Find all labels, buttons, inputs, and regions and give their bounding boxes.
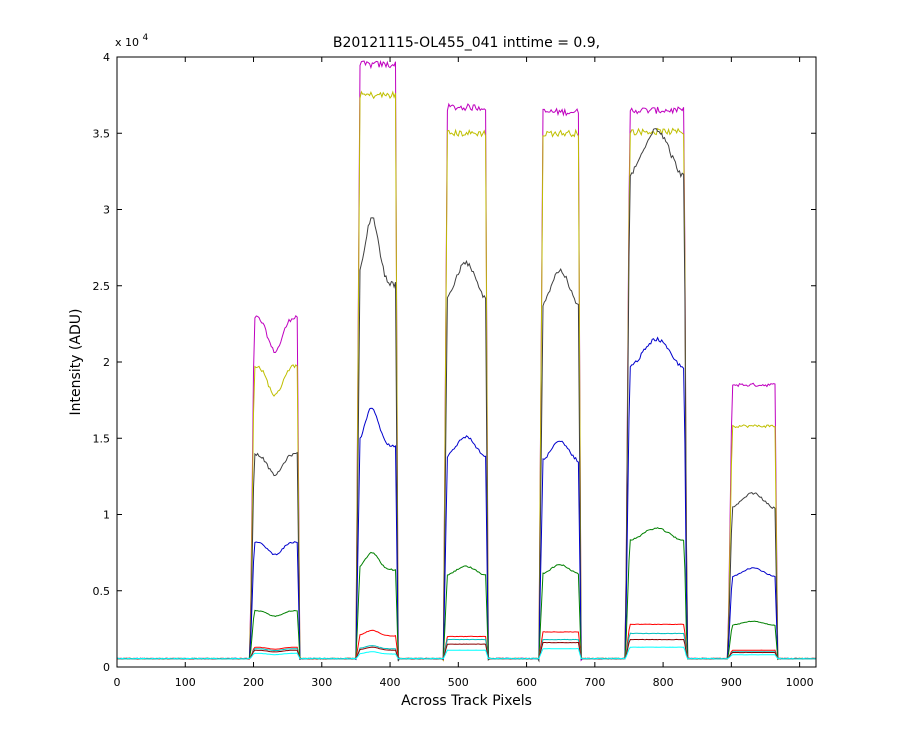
series-line (116, 128, 817, 663)
x-tick-label: 900 (721, 676, 742, 689)
series-line (116, 336, 817, 661)
y-axis-exponent-base: x 10 (115, 36, 139, 49)
x-tick-label: 700 (584, 676, 605, 689)
x-axis-label: Across Track Pixels (401, 693, 532, 709)
x-tick-label: 800 (653, 676, 674, 689)
x-tick-label: 100 (175, 676, 196, 689)
x-tick-label: 200 (243, 676, 264, 689)
series-line (117, 638, 816, 660)
y-tick-label: 2.5 (93, 280, 111, 293)
y-tick-label: 0.5 (93, 585, 111, 598)
x-tick-label: 1000 (786, 676, 814, 689)
y-tick-label: 1.5 (93, 432, 111, 445)
y-axis-exponent-power: 4 (143, 33, 149, 43)
y-axis-exponent: x 10 4 (115, 33, 149, 49)
x-tick-label: 600 (516, 676, 537, 689)
series-line (116, 646, 816, 660)
y-tick-label: 1 (103, 509, 110, 522)
x-tick-label: 0 (114, 676, 121, 689)
ticks-layer: 0 100 200 300 400 500 600 700 800 900 1000 0 0.5 1 1.5… (93, 51, 816, 689)
y-tick-label: 3.5 (93, 127, 111, 140)
y-axis-label: Intensity (ADU) (68, 309, 84, 416)
x-tick-label: 300 (311, 676, 332, 689)
series-line (116, 59, 817, 662)
series-line (116, 623, 817, 660)
y-tick-label: 0 (103, 661, 110, 674)
y-tick-label: 3 (103, 204, 110, 217)
x-tick-label: 500 (448, 676, 469, 689)
x-tick-label: 400 (380, 676, 401, 689)
series-line (116, 90, 817, 662)
chart-title: B20121115-OL455_041 inttime = 0.9, (333, 35, 600, 51)
y-tick-label: 4 (103, 51, 110, 64)
plot-area-frame (116, 56, 817, 668)
series-layer (116, 59, 817, 663)
y-tick-label: 2 (103, 356, 110, 369)
